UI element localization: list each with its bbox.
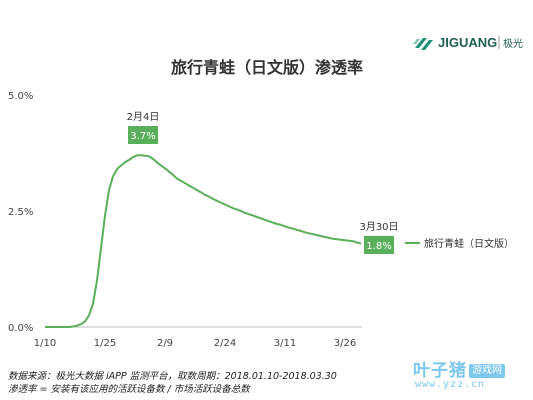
peak-date-label: 2月4日 xyxy=(127,111,160,123)
y-tick-label: 0.0% xyxy=(8,323,33,334)
jiguang-logo-sub: 极光 xyxy=(503,37,523,50)
watermark-brand: 叶子猪 xyxy=(413,361,467,381)
chart-title: 旅行青蛙（日文版）渗透率 xyxy=(171,58,363,77)
data-source-note: 数据来源：极光大数据 iAPP 监测平台，取数周期：2018.01.10-201… xyxy=(8,371,337,382)
x-tick-label: 1/25 xyxy=(94,338,116,349)
peak-value-label: 3.7% xyxy=(130,131,155,142)
jiguang-logo: JIGUANG 极光 xyxy=(413,35,523,50)
definition-note: 渗透率 = 安装有该应用的活跃设备数 / 市场活跃设备总数 xyxy=(8,384,250,395)
series-line xyxy=(45,154,362,328)
end-annotation: 3月30日 1.8% xyxy=(359,221,399,254)
x-tick-label: 3/26 xyxy=(334,338,356,349)
end-value-box xyxy=(364,236,394,254)
peak-annotation: 2月4日 3.7% xyxy=(127,111,160,144)
watermark-url: www.yzz.cn xyxy=(415,379,486,390)
jiguang-logo-icon xyxy=(413,38,433,50)
x-tick-label: 2/9 xyxy=(157,338,173,349)
y-tick-label: 5.0% xyxy=(8,91,33,102)
x-tick-label: 1/10 xyxy=(34,338,56,349)
watermark-tag: 游戏网 xyxy=(469,364,505,378)
jiguang-logo-text: JIGUANG xyxy=(438,35,497,50)
legend: 旅行青蛙（日文版） xyxy=(405,237,514,250)
peak-value-box xyxy=(128,126,158,144)
watermark: 叶子猪 游戏网 www.yzz.cn xyxy=(413,356,531,398)
x-tick-label: 2/24 xyxy=(214,338,236,349)
end-date-label: 3月30日 xyxy=(359,221,398,233)
footer-notes: 数据来源：极光大数据 iAPP 监测平台，取数周期：2018.01.10-201… xyxy=(8,370,388,396)
y-tick-label: 2.5% xyxy=(8,207,33,218)
end-value-label: 1.8% xyxy=(366,241,391,252)
legend-label: 旅行青蛙（日文版） xyxy=(424,237,514,250)
x-tick-label: 3/11 xyxy=(274,338,296,349)
